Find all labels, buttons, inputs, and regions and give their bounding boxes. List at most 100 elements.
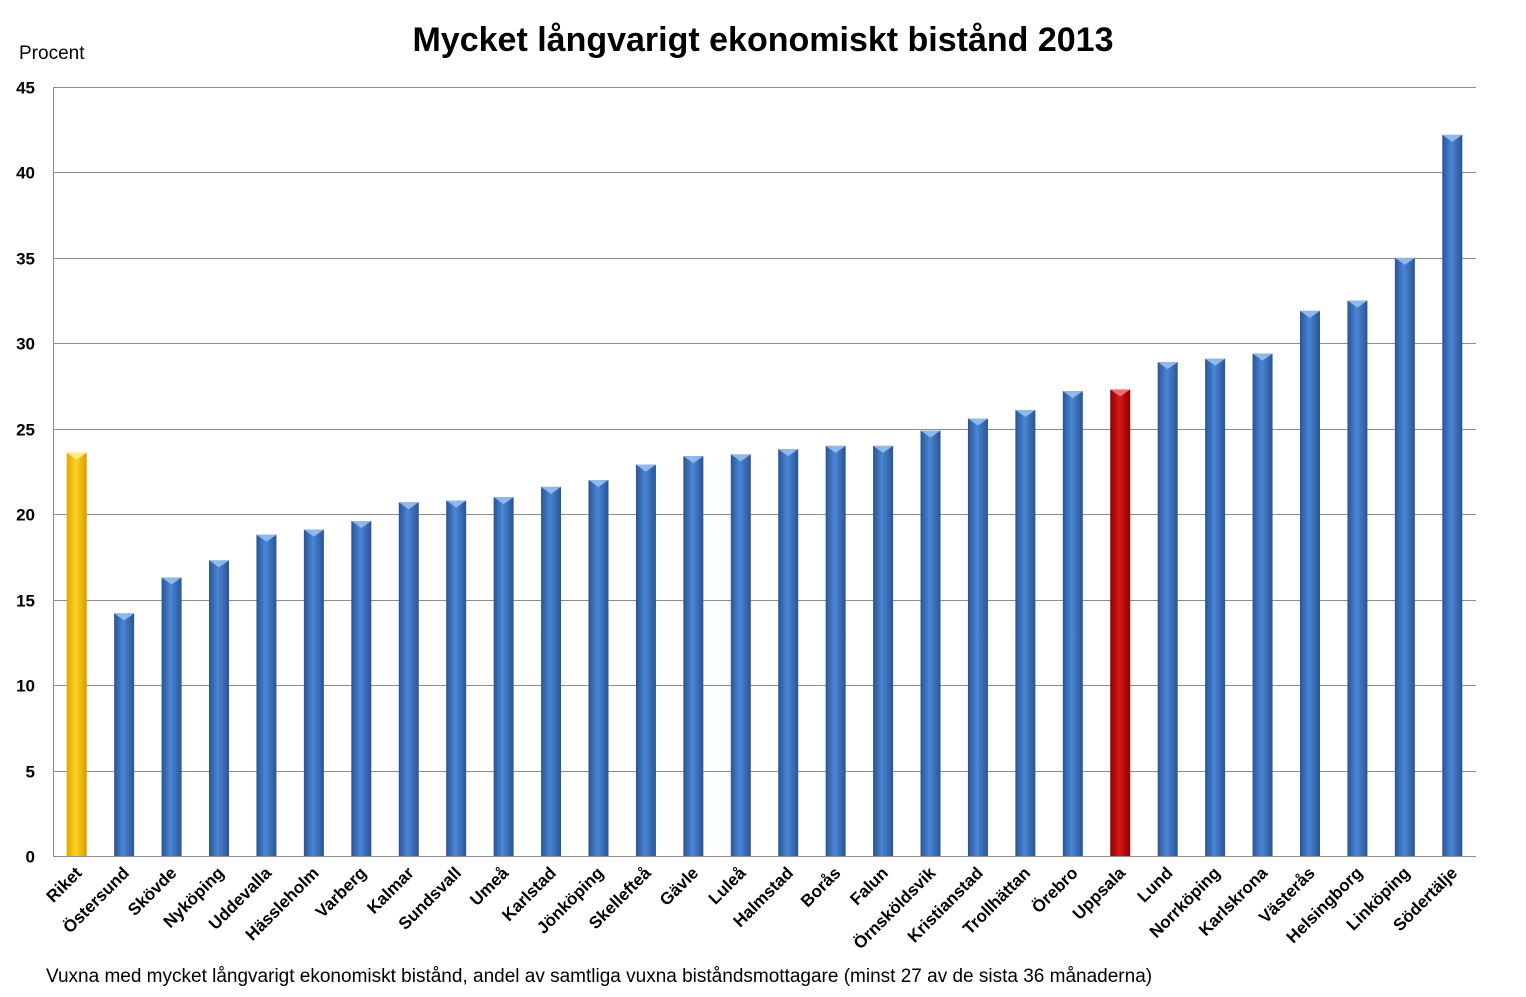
- bar-cap: [541, 486, 562, 494]
- bar-Kalmar: [398, 502, 419, 856]
- bar: [873, 445, 894, 856]
- bar: [1252, 353, 1273, 856]
- bar-cap: [1110, 389, 1131, 397]
- bar-cap: [588, 480, 609, 488]
- chart-title: Mycket långvarigt ekonomiskt bistånd 201…: [412, 21, 1113, 59]
- bar-cap: [161, 577, 182, 585]
- bar-cap: [209, 560, 230, 568]
- bar-cap: [778, 449, 799, 457]
- bar: [493, 497, 514, 856]
- bar-cap: [1394, 257, 1415, 265]
- bar: [303, 529, 324, 856]
- bar-Trollhättan: [1015, 409, 1036, 856]
- bar: [1347, 300, 1368, 857]
- bar-cap: [1347, 300, 1368, 308]
- y-tick-label: 0: [26, 848, 35, 867]
- chart-footnote: Vuxna med mycket långvarigt ekonomiskt b…: [46, 966, 1152, 987]
- bar-Skellefteå: [635, 464, 656, 856]
- bar-cap: [1157, 362, 1178, 370]
- bar-Riket: [66, 452, 87, 856]
- y-tick-label: 35: [16, 250, 35, 269]
- bar: [730, 454, 751, 856]
- x-tick-label: Gävle: [656, 863, 702, 909]
- x-tick-label: Falun: [846, 863, 891, 908]
- bar: [541, 486, 562, 856]
- x-tick-label: Lund: [1134, 863, 1177, 906]
- bar-Varberg: [351, 521, 372, 856]
- bar: [256, 534, 277, 856]
- bar-Luleå: [730, 454, 751, 856]
- bar: [1015, 409, 1036, 856]
- bar-Hässleholm: [303, 529, 324, 856]
- bar-Västerås: [1299, 310, 1320, 856]
- bar-Linköping: [1394, 257, 1415, 856]
- bar: [920, 430, 941, 856]
- bar: [1157, 362, 1178, 856]
- bar-Östersund: [114, 613, 135, 856]
- bar-cap: [1205, 358, 1226, 366]
- bar-cap: [398, 502, 419, 510]
- bar-Falun: [873, 445, 894, 856]
- bar-cap: [967, 418, 988, 426]
- bar: [825, 445, 846, 856]
- x-tick-label: Borås: [797, 863, 845, 911]
- y-tick-label: 25: [16, 421, 35, 440]
- bar: [114, 613, 135, 856]
- y-axis-label: Procent: [19, 43, 85, 64]
- x-tick-label: Örnsköldsvik: [850, 863, 940, 953]
- bar-Umeå: [493, 497, 514, 856]
- bar-Skövde: [161, 577, 182, 856]
- bar-cap: [683, 456, 704, 464]
- bar: [967, 418, 988, 856]
- bar: [446, 500, 467, 856]
- bar-Jönköping: [588, 480, 609, 856]
- y-tick-label: 10: [16, 677, 35, 696]
- bar: [1062, 391, 1083, 856]
- bar-cap: [873, 445, 894, 453]
- bar-cap: [303, 529, 324, 537]
- x-tick-label: Uppsala: [1069, 863, 1130, 924]
- y-tick-label: 40: [16, 164, 35, 183]
- bar-cap: [256, 534, 277, 542]
- bar-cap: [446, 500, 467, 508]
- bar: [66, 452, 87, 856]
- bar-cap: [1062, 391, 1083, 399]
- bar-Halmstad: [778, 449, 799, 856]
- bar-cap: [920, 430, 941, 438]
- bar: [1394, 257, 1415, 856]
- y-tick-label: 30: [16, 335, 35, 354]
- bar-Lund: [1157, 362, 1178, 856]
- bar-Örebro: [1062, 391, 1083, 856]
- bar: [635, 464, 656, 856]
- y-tick-label: 5: [26, 763, 35, 782]
- y-tick-label: 20: [16, 506, 35, 525]
- bar-Uppsala: [1110, 389, 1131, 856]
- bar-cap: [66, 452, 87, 460]
- bar: [1110, 389, 1131, 856]
- bar-cap: [1015, 409, 1036, 417]
- bar-Kristianstad: [967, 418, 988, 856]
- bar: [1205, 358, 1226, 856]
- y-tick-label: 15: [16, 592, 35, 611]
- x-tick-labels: RiketÖstersundSkövdeNyköpingUddevallaHäs…: [43, 863, 1461, 953]
- bar-cap: [1252, 353, 1273, 361]
- bar: [778, 449, 799, 856]
- bar-Gävle: [683, 456, 704, 856]
- bar-Norrköping: [1205, 358, 1226, 856]
- y-tick-label: 45: [16, 79, 35, 98]
- bar-cap: [1299, 310, 1320, 318]
- bar-cap: [114, 613, 135, 621]
- bar: [1442, 134, 1463, 857]
- gridlines: [53, 87, 1476, 857]
- x-tick-label: Luleå: [705, 863, 750, 908]
- bar: [588, 480, 609, 856]
- bar-Nyköping: [209, 560, 230, 856]
- bar-Karlstad: [541, 486, 562, 856]
- bar-cap: [730, 454, 751, 462]
- bars: [66, 134, 1463, 857]
- bar-Helsingborg: [1347, 300, 1368, 857]
- bar-cap: [493, 497, 514, 505]
- bar-Sundsvall: [446, 500, 467, 856]
- bar: [683, 456, 704, 856]
